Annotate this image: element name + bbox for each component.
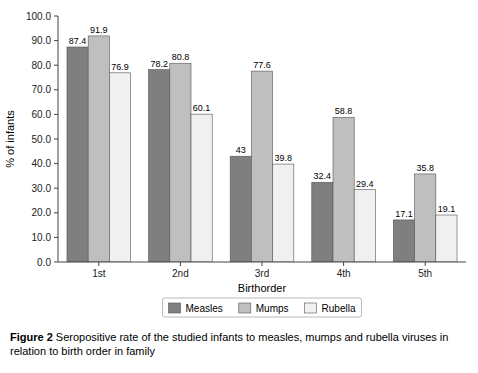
legend-swatch bbox=[169, 303, 181, 313]
data-label: 58.8 bbox=[335, 106, 353, 116]
bar bbox=[393, 220, 414, 262]
legend-label: Mumps bbox=[256, 303, 289, 314]
bar bbox=[273, 164, 294, 262]
data-label: 87.4 bbox=[69, 36, 87, 46]
y-tick-label: 10.0 bbox=[32, 232, 52, 243]
legend: Measles Mumps Rubella bbox=[169, 303, 356, 314]
data-labels: 87.4 78.2 43 32.4 17.1 91.9 80.8 77.6 58.8 35.8 76… bbox=[69, 25, 455, 219]
bar bbox=[354, 190, 375, 262]
y-tick bbox=[54, 188, 58, 189]
bar bbox=[109, 73, 130, 262]
caption-text: Seropositive rate of the studied infants… bbox=[10, 331, 448, 357]
y-tick-label: 0.0 bbox=[37, 257, 51, 268]
bar bbox=[149, 70, 170, 262]
y-axis-label: % of infants bbox=[4, 110, 16, 168]
x-tick bbox=[180, 262, 181, 266]
y-tick bbox=[54, 139, 58, 140]
x-tick bbox=[425, 262, 426, 266]
bar bbox=[88, 36, 109, 262]
y-tick bbox=[54, 262, 58, 263]
y-tick bbox=[54, 65, 58, 66]
y-tick bbox=[54, 114, 58, 115]
data-label: 39.8 bbox=[274, 153, 292, 163]
data-label: 78.2 bbox=[150, 59, 168, 69]
data-label: 32.4 bbox=[314, 171, 332, 181]
bar bbox=[230, 156, 251, 262]
data-label: 29.4 bbox=[356, 179, 374, 189]
data-label: 80.8 bbox=[172, 52, 190, 62]
y-tick bbox=[54, 16, 58, 17]
legend-swatch bbox=[305, 303, 317, 313]
data-label: 77.6 bbox=[253, 60, 271, 70]
legend-frame bbox=[163, 298, 362, 317]
y-tick-label: 70.0 bbox=[32, 84, 52, 95]
x-tick-label: 2nd bbox=[172, 268, 189, 279]
bar bbox=[251, 71, 272, 262]
y-tick bbox=[54, 89, 58, 90]
x-axis-label: Birthorder bbox=[238, 282, 287, 294]
y-tick-label: 90.0 bbox=[32, 35, 52, 46]
x-tick-label: 1st bbox=[92, 268, 106, 279]
bar bbox=[312, 182, 333, 262]
x-tick bbox=[98, 262, 99, 266]
y-tick-label: 100.0 bbox=[26, 11, 51, 22]
data-label: 19.1 bbox=[438, 204, 456, 214]
x-tick bbox=[343, 262, 344, 266]
y-tick bbox=[54, 40, 58, 41]
x-tick-label: 3rd bbox=[255, 268, 269, 279]
y-tick bbox=[54, 237, 58, 238]
y-tick bbox=[54, 163, 58, 164]
y-tick bbox=[54, 212, 58, 213]
y-tick-label: 40.0 bbox=[32, 158, 52, 169]
data-label: 17.1 bbox=[395, 209, 413, 219]
bars bbox=[67, 36, 457, 262]
y-axis bbox=[58, 16, 59, 262]
bar bbox=[436, 215, 457, 262]
y-tick-label: 20.0 bbox=[32, 207, 52, 218]
bar bbox=[191, 114, 212, 262]
legend-label: Measles bbox=[186, 303, 223, 314]
x-tick-label: 4th bbox=[337, 268, 351, 279]
y-tick-label: 60.0 bbox=[32, 109, 52, 120]
x-tick-label: 5th bbox=[418, 268, 432, 279]
data-label: 60.1 bbox=[193, 103, 211, 113]
caption-bold: Figure 2 bbox=[10, 331, 53, 343]
bar bbox=[170, 63, 191, 262]
y-tick-label: 50.0 bbox=[32, 134, 52, 145]
legend-label: Rubella bbox=[322, 303, 356, 314]
caption: Figure 2 Seropositive rate of the studie… bbox=[10, 330, 468, 358]
legend-swatch bbox=[239, 303, 251, 313]
x-tick bbox=[262, 262, 263, 266]
data-label: 35.8 bbox=[416, 163, 434, 173]
data-label: 76.9 bbox=[111, 62, 129, 72]
data-label: 91.9 bbox=[90, 25, 108, 35]
bar bbox=[415, 174, 436, 262]
bar bbox=[67, 47, 88, 262]
bar bbox=[333, 117, 354, 262]
data-label: 43 bbox=[236, 145, 246, 155]
y-tick-label: 80.0 bbox=[32, 60, 52, 71]
y-tick-label: 30.0 bbox=[32, 183, 52, 194]
